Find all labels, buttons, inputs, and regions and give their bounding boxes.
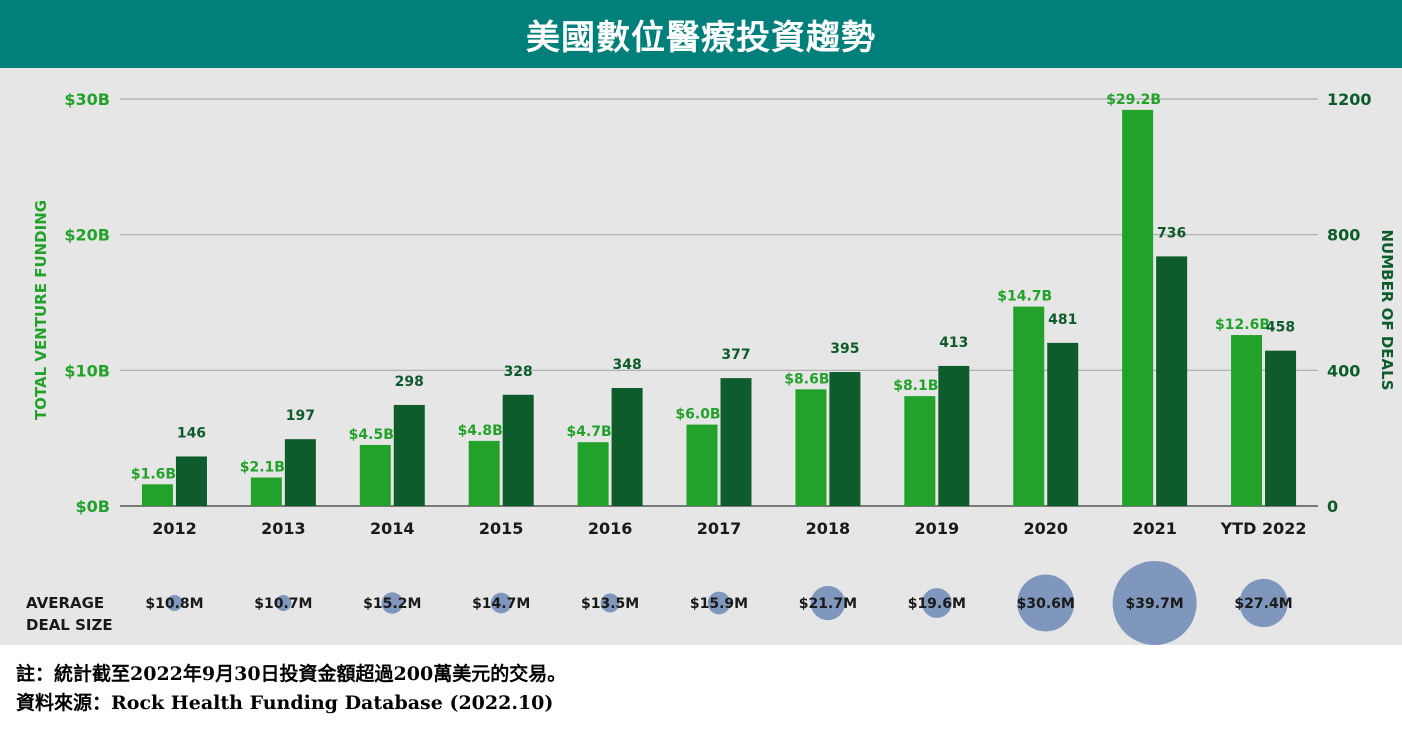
deal-size-label: $27.4M <box>1234 596 1292 612</box>
y-tick-label-right: 1200 <box>1327 90 1372 109</box>
deal-size-label: $21.7M <box>799 596 857 612</box>
deals-bar <box>938 365 970 506</box>
deals-data-label: 377 <box>721 347 750 363</box>
chart-title: 美國數位醫療投資趨勢 <box>0 0 1402 68</box>
x-tick-label: 2016 <box>588 519 633 538</box>
y-tick-label-right: 400 <box>1327 361 1360 380</box>
y-axis-title-right: NUMBER OF DEALS <box>1378 229 1396 390</box>
chart-canvas: $0B 0 $10B 400 $20B 800 $30B 1200 TOTAL VENTURE … <box>26 90 1396 645</box>
y-tick-label-right: 0 <box>1327 497 1338 516</box>
deal-size-bubble <box>707 591 731 615</box>
deal-size-bubble <box>275 595 292 611</box>
funding-bar <box>468 440 500 506</box>
deals-bar <box>1047 342 1079 506</box>
footnote: 註：統計截至2022年9月30日投資金額超過200萬美元的交易。 <box>16 663 567 685</box>
deals-data-label: 481 <box>1048 312 1077 328</box>
funding-bar <box>1231 335 1263 506</box>
funding-bar <box>1013 306 1045 506</box>
y-tick-label-left: $0B <box>76 497 110 516</box>
deal-size-row-title: DEAL SIZE <box>26 616 113 634</box>
y-axis-title-left: TOTAL VENTURE FUNDING <box>32 200 50 420</box>
deal-size-bubble <box>810 585 846 621</box>
funding-data-label: $4.5B <box>349 427 394 443</box>
funding-data-label: $6.0B <box>675 407 720 423</box>
deal-size-label: $19.6M <box>908 596 966 612</box>
deal-size-bubble <box>921 588 952 618</box>
chart-panel: $0B 0 $10B 400 $20B 800 $30B 1200 TOTAL VENTURE … <box>0 68 1402 645</box>
funding-bar <box>1122 109 1154 506</box>
source-note: 資料來源：Rock Health Funding Database (2022.… <box>16 692 554 714</box>
funding-data-label: $8.6B <box>784 371 829 387</box>
deal-size-bubble <box>166 594 183 612</box>
x-tick-label: 2014 <box>370 519 415 538</box>
funding-bar <box>577 442 609 506</box>
x-tick-label: 2015 <box>479 519 524 538</box>
deal-size-label: $10.8M <box>145 596 203 612</box>
funding-bar <box>795 389 827 506</box>
deal-size-bubble <box>600 593 620 613</box>
funding-data-label: $29.2B <box>1106 92 1161 108</box>
funding-data-label: $12.6B <box>1215 317 1270 333</box>
deal-size-bubble <box>1239 578 1288 628</box>
y-tick-label-left: $10B <box>64 361 110 380</box>
deal-size-label: $30.6M <box>1017 596 1075 612</box>
x-tick-label: 2017 <box>697 519 742 538</box>
funding-data-label: $2.1B <box>240 460 285 476</box>
deals-data-label: 146 <box>177 425 206 441</box>
x-tick-label: 2013 <box>261 519 306 538</box>
deal-size-row-title: AVERAGE <box>26 594 104 612</box>
deals-bar <box>720 378 752 506</box>
funding-data-label: $8.1B <box>893 378 938 394</box>
deals-bar <box>175 456 207 506</box>
deals-bar <box>829 372 861 506</box>
funding-bar <box>359 444 391 506</box>
deal-size-bubble <box>1017 574 1075 632</box>
deal-size-label: $13.5M <box>581 596 639 612</box>
deals-bar <box>502 394 534 506</box>
deals-data-label: 395 <box>830 341 859 357</box>
deal-size-label: $15.9M <box>690 596 748 612</box>
x-tick-label: 2020 <box>1023 519 1068 538</box>
deals-bar <box>1156 256 1188 506</box>
deals-data-label: 736 <box>1157 225 1186 241</box>
deal-size-bubble <box>490 592 512 614</box>
deal-size-label: $39.7M <box>1126 596 1184 612</box>
deals-data-label: 413 <box>939 335 968 351</box>
deals-bar <box>284 439 316 506</box>
x-tick-label: 2019 <box>915 519 960 538</box>
x-tick-label: YTD 2022 <box>1220 519 1307 538</box>
x-tick-label: 2018 <box>806 519 851 538</box>
deal-size-bubble <box>381 592 404 614</box>
deals-bar <box>1265 350 1297 506</box>
deals-data-label: 348 <box>612 357 641 373</box>
deal-size-label: $15.2M <box>363 596 421 612</box>
funding-bar <box>686 424 718 506</box>
deal-size-label: $10.7M <box>254 596 312 612</box>
deal-size-label: $14.7M <box>472 596 530 612</box>
funding-bar <box>904 396 936 506</box>
deals-data-label: 298 <box>395 374 424 390</box>
funding-data-label: $4.7B <box>566 424 611 440</box>
funding-data-label: $1.6B <box>131 466 176 482</box>
deals-data-label: 458 <box>1266 320 1295 336</box>
x-tick-label: 2012 <box>152 519 197 538</box>
funding-bar <box>141 484 173 506</box>
y-tick-label-right: 800 <box>1327 226 1360 245</box>
deal-size-bubble <box>1112 561 1197 645</box>
x-tick-label: 2021 <box>1132 519 1177 538</box>
funding-data-label: $14.7B <box>997 289 1052 305</box>
deals-data-label: 328 <box>504 364 533 380</box>
y-tick-label-left: $30B <box>64 90 110 109</box>
funding-data-label: $4.8B <box>458 423 503 439</box>
deals-data-label: 197 <box>286 408 315 424</box>
deals-bar <box>393 404 425 506</box>
funding-bar <box>250 477 282 506</box>
chart-notes: 註：統計截至2022年9月30日投資金額超過200萬美元的交易。 資料來源：Ro… <box>16 660 1386 718</box>
deals-bar <box>611 387 643 506</box>
y-tick-label-left: $20B <box>64 226 110 245</box>
